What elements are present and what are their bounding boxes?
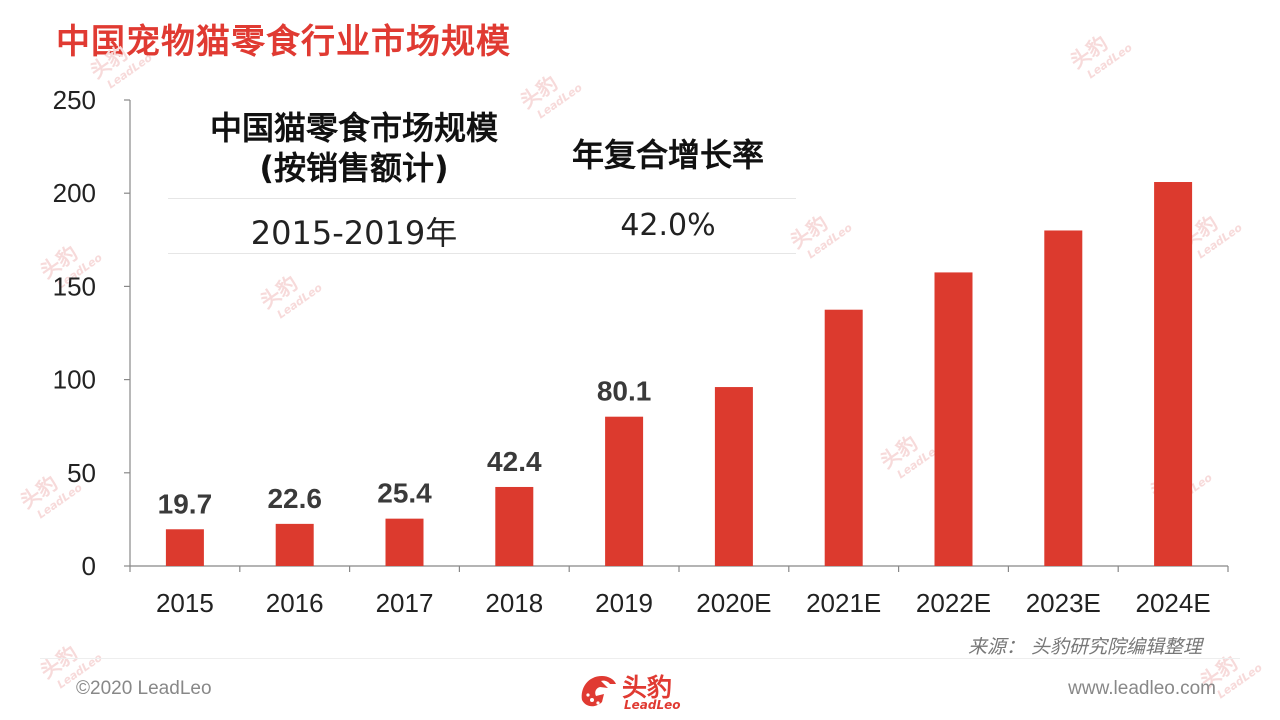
copyright-text: ©2020 LeadLeo [76,678,212,699]
bar [714,387,753,566]
summary-header-line2: (按销售额计) [259,149,449,187]
source-note: 来源： 头豹研究院编辑整理 [967,636,1202,658]
data-label: 22.6 [267,483,322,514]
x-tick-label: 2017 [376,588,434,618]
x-tick-label: 2016 [266,588,324,618]
summary-divider [168,198,796,199]
x-tick-label: 2018 [485,588,543,618]
y-tick-label: 200 [53,178,96,208]
summary-cagr-header: 年复合增长率 [571,136,764,174]
website-link[interactable]: www.leadleo.com [1068,678,1216,699]
y-tick-label: 50 [67,458,96,488]
data-label: 25.4 [377,478,432,509]
bar [275,523,314,566]
bar [495,486,534,566]
bar [385,518,424,566]
footer-divider [40,658,1240,659]
summary-cagr-value: 42.0% [620,208,716,243]
y-tick-label: 0 [82,551,96,581]
summary-market-header: 中国猫零食市场规模 (按销售额计) [168,108,540,188]
y-tick-label: 250 [53,85,96,115]
x-tick-label: 2023E [1026,588,1101,618]
bar [165,529,204,566]
data-label: 19.7 [158,488,213,519]
bar [1044,230,1083,567]
data-label: 42.4 [487,446,542,477]
leopard-icon [581,676,616,707]
bar [824,309,863,566]
x-tick-label: 2015 [156,588,214,618]
data-label: 80.1 [597,376,652,407]
bar [605,416,644,566]
x-tick-label: 2020E [696,588,771,618]
y-tick-label: 150 [53,271,96,301]
summary-header-line1: 中国猫零食市场规模 [209,109,498,147]
logo-en: LeadLeo [624,698,681,712]
x-tick-label: 2019 [595,588,653,618]
page-title: 中国宠物猫零食行业市场规模 [56,22,511,62]
logo-cn: 头豹 [622,673,673,702]
x-tick-label: 2024E [1136,588,1211,618]
y-tick-label: 100 [53,365,96,395]
x-tick-label: 2021E [806,588,881,618]
summary-divider [168,253,796,254]
summary-period: 2015-2019年 [250,214,458,252]
bar [1154,182,1193,567]
leadleo-logo: 头豹 LeadLeo [578,666,708,718]
bar [934,272,973,566]
x-tick-label: 2022E [916,588,991,618]
cagr-summary-table: 中国猫零食市场规模 (按销售额计) 年复合增长率 2015-2019年 42.0… [168,108,796,254]
